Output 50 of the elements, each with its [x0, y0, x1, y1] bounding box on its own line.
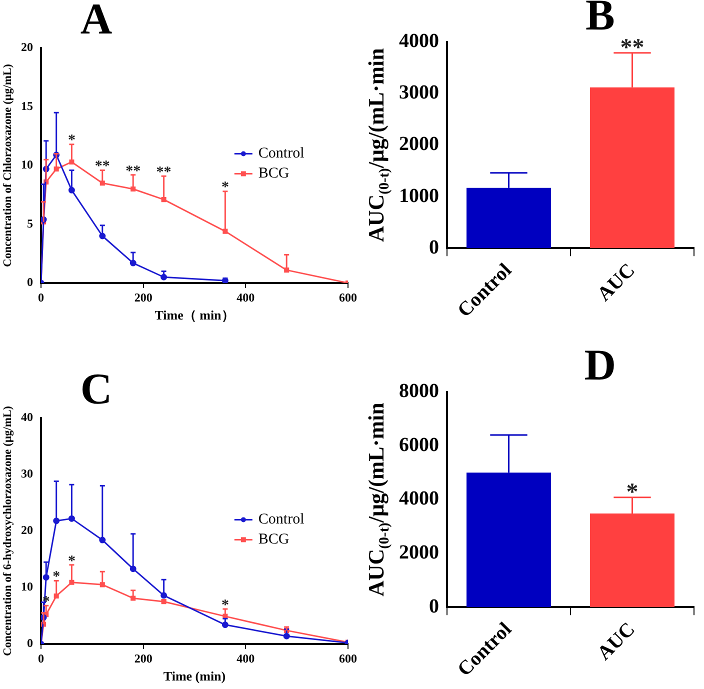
annotation: * — [221, 597, 229, 614]
y-axis-title: AUC(0-t)/μg/(mL·min — [364, 402, 392, 597]
y-tick-label: 20 — [21, 40, 33, 54]
y-tick-label: 10 — [21, 158, 33, 172]
annotation: ** — [94, 158, 110, 175]
y-tick-label: 4000 — [399, 30, 439, 52]
x-axis-title: Time（ min） — [154, 308, 234, 323]
x-tick-label: 600 — [339, 290, 357, 304]
chart-title: C — [80, 364, 112, 414]
y-tick-label: 0 — [429, 595, 439, 618]
annotation: * — [52, 569, 60, 586]
chart-title: D — [584, 340, 616, 390]
legend-label: BCG — [258, 166, 290, 182]
y-tick-label: 15 — [21, 98, 33, 113]
y-tick-label: 0 — [429, 236, 439, 258]
chart-title: A — [80, 0, 112, 44]
legend-label: Control — [258, 512, 304, 528]
y-tick-label: 4000 — [399, 488, 439, 510]
y-tick-label: 6000 — [399, 434, 439, 456]
x-tick-label: 400 — [236, 290, 255, 304]
legend-label: BCG — [258, 532, 290, 548]
annotation: ** — [156, 164, 172, 180]
x-tick-label: 200 — [134, 651, 152, 666]
y-tick-label: 3000 — [399, 82, 439, 104]
annotation: * — [68, 132, 76, 149]
y-tick-label: 30 — [21, 466, 33, 481]
annotation: ** — [620, 35, 644, 62]
annotation: ** — [126, 163, 141, 180]
x-tick-label: 0 — [38, 290, 44, 304]
annotation: * — [221, 180, 229, 196]
y-axis-title: Concentration of Chlorzoxazone (μg/mL) — [2, 64, 14, 267]
x-tick-label: 200 — [134, 290, 152, 304]
y-axis-title: AUC(0-t)/μg/(mL·min — [364, 48, 392, 242]
y-tick-label: 40 — [21, 410, 33, 424]
y-tick-label: 2000 — [399, 133, 439, 156]
legend-label: Control — [258, 146, 304, 162]
annotation: * — [68, 553, 76, 570]
annotation: * — [626, 480, 638, 506]
y-tick-label: 1000 — [399, 184, 439, 207]
x-tick-label: 600 — [339, 651, 357, 666]
x-tick-label: 0 — [38, 651, 44, 666]
y-tick-label: 8000 — [399, 380, 439, 402]
y-tick-label: 5 — [27, 216, 33, 230]
chart-title: B — [585, 0, 615, 40]
x-tick-label: 400 — [236, 651, 255, 666]
y-tick-label: 2000 — [399, 542, 439, 564]
x-axis-title: Time (min) — [163, 668, 226, 684]
y-tick-label: 20 — [21, 523, 33, 538]
y-tick-label: 10 — [21, 580, 33, 594]
y-axis-title: Concentration of 6-hydroxychlorzoxazone (μg/mL) — [2, 406, 14, 656]
